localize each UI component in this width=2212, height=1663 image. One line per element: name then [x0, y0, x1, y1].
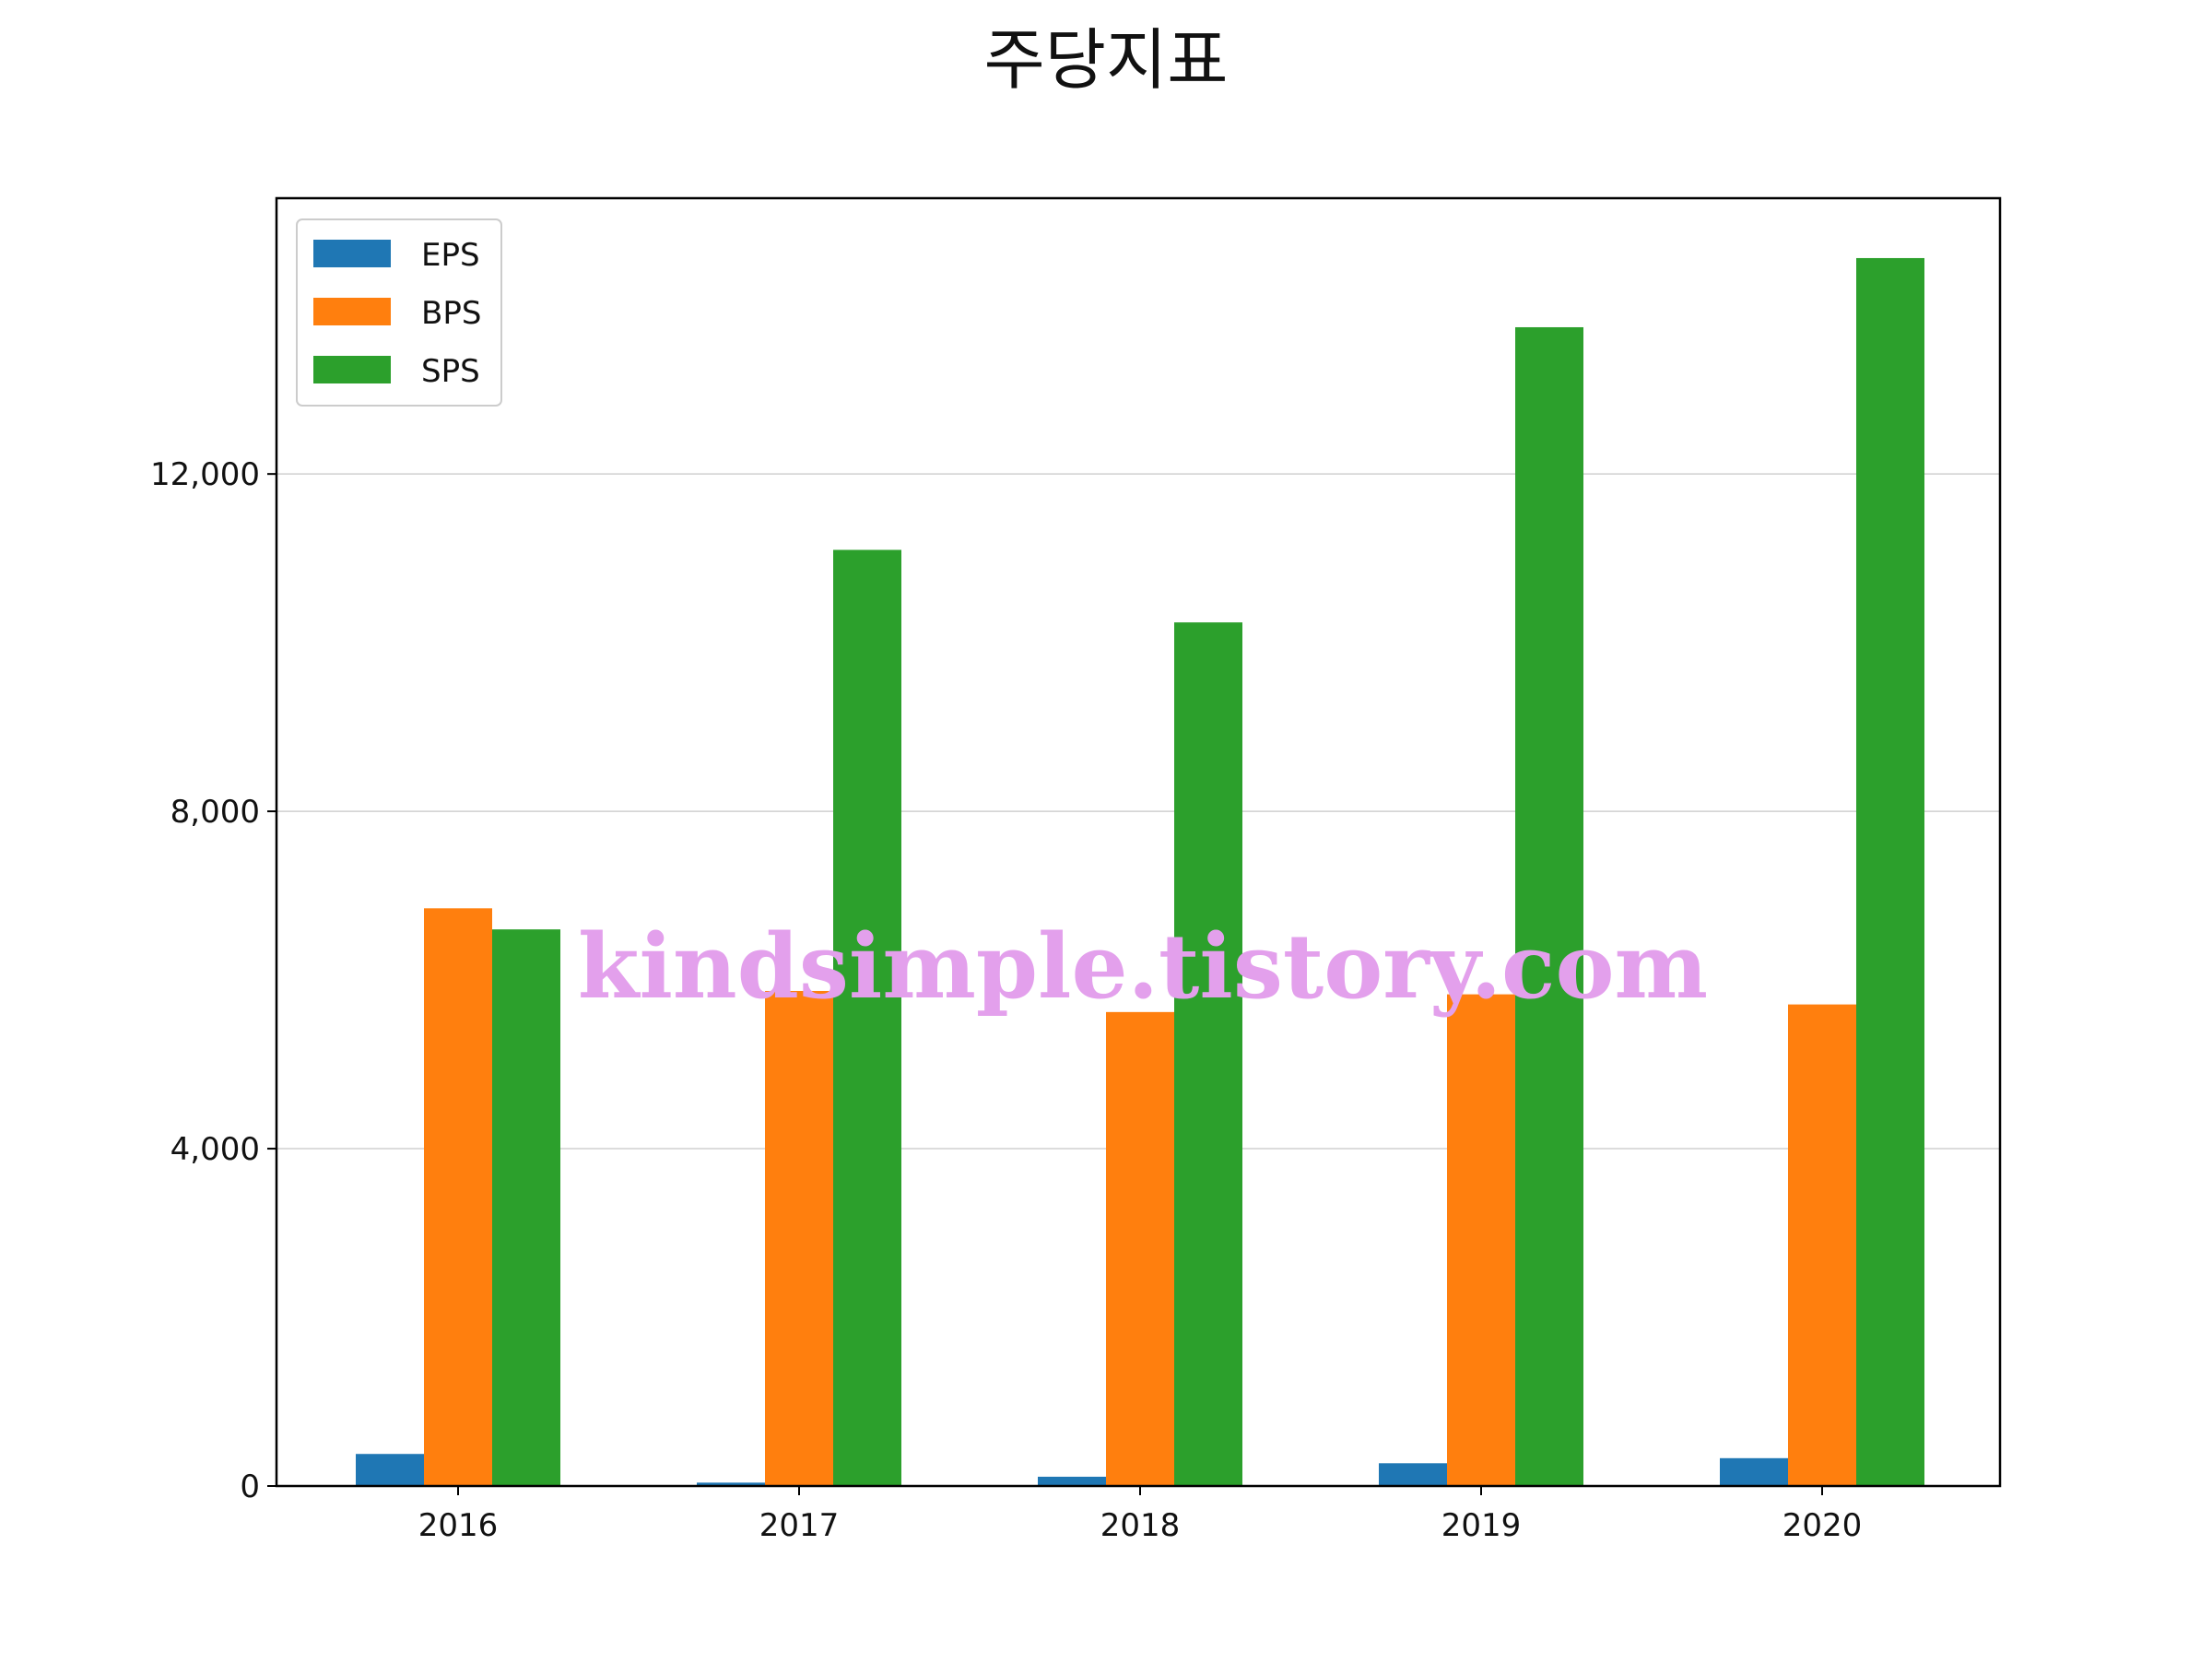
legend-label-eps: EPS: [421, 237, 480, 274]
legend-swatch-eps: [313, 240, 391, 267]
y-tick-label: 8,000: [171, 794, 260, 831]
bar-sps-2018: [1174, 622, 1242, 1486]
y-tick-label: 12,000: [150, 456, 260, 493]
legend-swatch-bps: [313, 298, 391, 325]
legend-swatch-sps: [313, 356, 391, 383]
bar-bps-2020: [1788, 1004, 1856, 1486]
bar-sps-2020: [1856, 257, 1924, 1487]
bars: [356, 257, 1924, 1487]
bar-eps-2017: [697, 1482, 765, 1486]
bar-eps-2019: [1379, 1463, 1447, 1486]
bar-bps-2017: [765, 990, 833, 1486]
watermark-text: kindsimple.tistory.com: [578, 914, 1708, 1019]
y-tick-label: 4,000: [171, 1131, 260, 1168]
chart-title: 주당지표: [984, 21, 1229, 99]
x-tick-label: 2018: [1100, 1507, 1181, 1544]
bar-eps-2016: [356, 1454, 424, 1486]
x-tick-label: 2020: [1783, 1507, 1863, 1544]
y-axis: 0 4,000 8,000 12,000: [150, 456, 276, 1505]
y-tick-label: 0: [240, 1468, 260, 1505]
bar-sps-2019: [1515, 326, 1583, 1486]
legend-label-bps: BPS: [421, 295, 481, 332]
bar-sps-2016: [492, 929, 560, 1486]
bar-eps-2018: [1038, 1476, 1106, 1486]
bar-bps-2016: [424, 908, 492, 1486]
bar-bps-2019: [1447, 994, 1515, 1486]
bar-sps-2017: [833, 549, 901, 1486]
x-axis: 2016 2017 2018 2019 2020: [418, 1486, 1863, 1544]
x-tick-label: 2017: [759, 1507, 840, 1544]
x-tick-label: 2016: [418, 1507, 499, 1544]
bar-bps-2018: [1106, 1011, 1174, 1486]
legend: EPS BPS SPS: [296, 218, 502, 407]
plot-area-frame: [275, 196, 2002, 1488]
legend-label-sps: SPS: [421, 353, 480, 390]
bar-eps-2020: [1720, 1457, 1788, 1486]
x-tick-label: 2019: [1441, 1507, 1522, 1544]
